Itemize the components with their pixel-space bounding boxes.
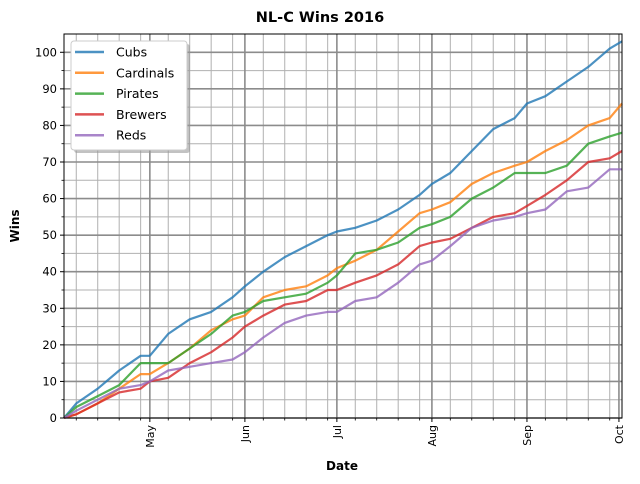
x-tick-label: Jul xyxy=(331,425,344,439)
x-tick-label: Aug xyxy=(426,425,439,446)
series-line-pirates xyxy=(63,131,623,419)
y-tick-label: 100 xyxy=(35,45,57,59)
y-tick-label: 90 xyxy=(42,82,57,96)
major-gridlines xyxy=(64,34,622,419)
series-lines xyxy=(63,40,623,420)
x-axis-label: Date xyxy=(326,459,358,473)
y-tick-label: 70 xyxy=(42,155,57,169)
chart-title: NL-C Wins 2016 xyxy=(256,10,384,26)
legend-label: Brewers xyxy=(116,107,167,122)
legend-label: Cardinals xyxy=(116,65,174,80)
x-tick-label: Sep xyxy=(521,425,534,446)
y-tick-label: 80 xyxy=(42,118,57,132)
y-tick-label: 30 xyxy=(42,301,57,315)
y-tick-label: 60 xyxy=(42,192,57,206)
x-tick-label: Oct xyxy=(613,424,626,444)
legend: Cubs Cardinals Pirates Brewers Reds xyxy=(70,40,190,153)
y-tick-label: 50 xyxy=(42,228,57,242)
y-tick-label: 10 xyxy=(42,374,57,388)
x-tick-label: Jun xyxy=(239,425,252,443)
y-tick-label: 40 xyxy=(42,265,57,279)
series-line-brewers xyxy=(63,150,623,420)
legend-box xyxy=(70,40,188,151)
y-tick-label: 0 xyxy=(50,411,57,425)
series-line-cubs xyxy=(63,40,623,419)
legend-label: Reds xyxy=(116,128,146,143)
axis-ticks: 0 10 20 30 40 50 60 70 80 90 100 May Jun Jul Aug Sep Oct xyxy=(35,45,626,447)
y-axis-label: Wins xyxy=(8,209,22,242)
series-line-reds xyxy=(63,168,622,419)
x-tick-label: May xyxy=(144,425,157,448)
legend-label: Cubs xyxy=(116,45,147,60)
plot-frame xyxy=(63,33,623,419)
series-line-cardinals xyxy=(63,102,623,420)
y-tick-label: 20 xyxy=(42,338,57,352)
legend-label: Pirates xyxy=(116,86,159,101)
